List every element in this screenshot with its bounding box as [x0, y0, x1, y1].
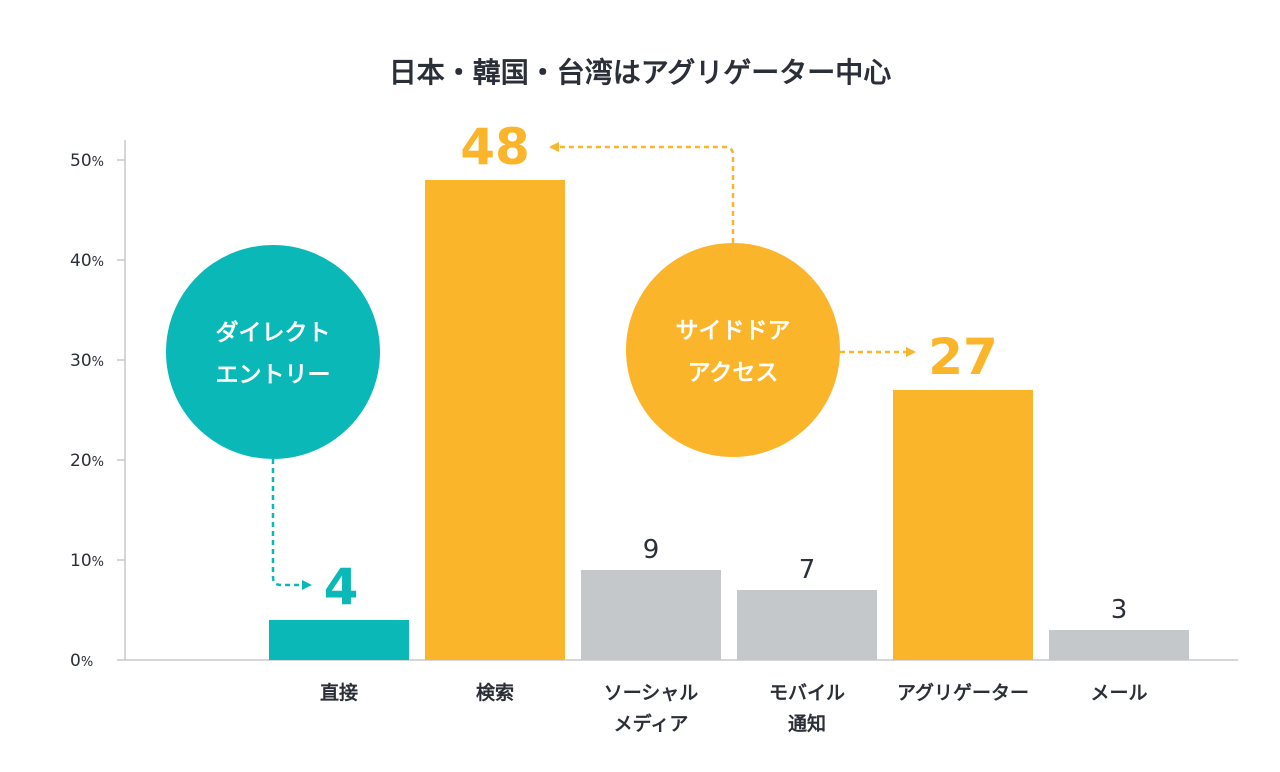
- category-label: 通知: [788, 712, 826, 735]
- bar: [893, 390, 1033, 660]
- value-label: 48: [460, 118, 530, 176]
- y-tick-label: 0%: [70, 651, 93, 671]
- y-tick-label: 30%: [70, 351, 104, 371]
- direct-entry-arrow: [271, 459, 312, 590]
- y-tick-label: 20%: [70, 451, 104, 471]
- y-tick-label: 10%: [70, 551, 104, 571]
- direct-entry-line-2: エントリー: [216, 362, 331, 388]
- bar: [581, 570, 721, 660]
- value-label: 4: [324, 558, 359, 616]
- category-label: メール: [1090, 682, 1147, 704]
- side-door-line-1: サイドドア: [676, 318, 791, 344]
- direct-entry-bubble: [166, 245, 380, 459]
- category-label: アグリゲーター: [897, 681, 1029, 704]
- value-label: 7: [799, 555, 816, 585]
- bars: [269, 180, 1189, 660]
- y-tick-label: 40%: [70, 251, 104, 271]
- category-label: 直接: [320, 681, 358, 704]
- value-label: 9: [643, 535, 660, 565]
- y-tick-label: 50%: [70, 151, 104, 171]
- direct-entry-annotation: ダイレクト エントリー: [166, 245, 380, 590]
- bar: [425, 180, 565, 660]
- bar: [737, 590, 877, 660]
- value-labels: 4 48 9 7 27 3: [324, 118, 1128, 625]
- bar: [1049, 630, 1189, 660]
- category-label: モバイル: [769, 682, 845, 704]
- side-door-annotation: サイドドア アクセス: [549, 142, 916, 457]
- chart-title: 日本・韓国・台湾はアグリゲーター中心: [389, 56, 892, 89]
- bar: [269, 620, 409, 660]
- side-door-arrow-up: [549, 142, 735, 243]
- category-label: 検索: [476, 681, 514, 704]
- side-door-line-2: アクセス: [688, 360, 779, 386]
- category-label: ソーシャル: [604, 682, 699, 704]
- direct-entry-line-1: ダイレクト: [216, 319, 331, 346]
- value-label: 3: [1111, 595, 1128, 625]
- side-door-bubble: [626, 243, 840, 457]
- value-label: 27: [928, 328, 998, 386]
- category-label: メディア: [614, 712, 689, 735]
